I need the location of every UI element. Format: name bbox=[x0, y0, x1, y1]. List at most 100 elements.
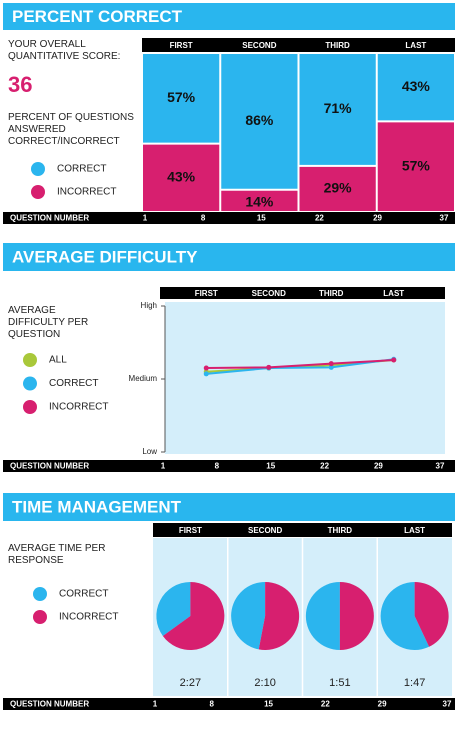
x-tick-label: 1 bbox=[143, 214, 148, 223]
data-label: 43% bbox=[167, 169, 196, 185]
category-label: LAST bbox=[383, 289, 404, 298]
section-subtitle: AVERAGE TIME PER RESPONSE bbox=[8, 543, 106, 566]
pie-slice bbox=[231, 582, 266, 650]
x-tick-label: 22 bbox=[315, 214, 324, 223]
data-label: 57% bbox=[167, 89, 196, 105]
data-label: 86% bbox=[245, 112, 274, 128]
legend-label: CORRECT bbox=[59, 589, 108, 600]
axis-bar bbox=[3, 212, 455, 224]
bar-segment bbox=[221, 54, 298, 189]
bar-segment bbox=[377, 122, 454, 211]
legend-marker bbox=[33, 587, 47, 601]
category-label: THIRD bbox=[325, 41, 350, 50]
legend-marker bbox=[23, 400, 37, 414]
legend-marker bbox=[31, 162, 45, 176]
plot-area bbox=[165, 302, 445, 454]
category-label: THIRD bbox=[328, 526, 353, 535]
line-point bbox=[266, 364, 272, 370]
y-tick-label: Medium bbox=[129, 374, 158, 383]
time-label: 1:51 bbox=[329, 677, 350, 689]
x-tick-label: 15 bbox=[264, 700, 273, 709]
legend-label: INCORRECT bbox=[49, 402, 108, 413]
category-bar bbox=[160, 287, 445, 299]
category-label: FIRST bbox=[170, 41, 193, 50]
line-point bbox=[203, 371, 209, 377]
score: 36 bbox=[8, 72, 32, 97]
x-tick-label: 29 bbox=[373, 214, 382, 223]
section-title: TIME MANAGEMENT bbox=[12, 497, 182, 516]
legend-label: CORRECT bbox=[57, 164, 106, 175]
category-label: LAST bbox=[405, 41, 426, 50]
line-point bbox=[328, 361, 334, 367]
pie-slice bbox=[414, 582, 449, 647]
bar-segment bbox=[143, 144, 220, 211]
x-tick-label: 15 bbox=[257, 214, 266, 223]
axis-bar bbox=[3, 698, 455, 710]
category-label: THIRD bbox=[319, 289, 344, 298]
category-label: LAST bbox=[404, 526, 425, 535]
bar-segment bbox=[221, 190, 298, 211]
section-header bbox=[3, 493, 455, 521]
bar-segment bbox=[377, 54, 454, 121]
category-bar bbox=[153, 523, 452, 537]
legend-marker bbox=[23, 376, 37, 391]
x-tick-label: 37 bbox=[436, 462, 445, 471]
section-header bbox=[3, 243, 455, 271]
x-tick-label: 8 bbox=[210, 700, 215, 709]
x-tick-label: 22 bbox=[320, 462, 329, 471]
section-title: PERCENT CORRECT bbox=[12, 7, 183, 26]
data-label: 57% bbox=[402, 157, 431, 173]
category-label: FIRST bbox=[195, 289, 218, 298]
axis-bar bbox=[3, 460, 455, 472]
category-label: FIRST bbox=[179, 526, 202, 535]
time-label: 2:10 bbox=[254, 677, 275, 689]
x-tick-label: 37 bbox=[443, 700, 452, 709]
x-tick-label: 29 bbox=[378, 700, 387, 709]
category-label: SECOND bbox=[252, 289, 286, 298]
legend-label: INCORRECT bbox=[59, 612, 118, 623]
x-tick-label: 29 bbox=[374, 462, 383, 471]
legend-marker bbox=[23, 353, 37, 367]
legend-label: CORRECT bbox=[49, 378, 98, 389]
bar-segment bbox=[299, 166, 376, 211]
legend-label: ALL bbox=[49, 355, 67, 366]
line-point bbox=[328, 364, 334, 370]
x-tick-label: 8 bbox=[201, 214, 206, 223]
x-axis-label: QUESTION NUMBER bbox=[10, 214, 89, 223]
pie-slice bbox=[156, 582, 191, 636]
bar-segment bbox=[299, 54, 376, 165]
data-label: 29% bbox=[324, 180, 353, 196]
section-header bbox=[3, 3, 455, 30]
section-subtitle: PERCENT OF QUESTIONS ANSWERED CORRECT/IN… bbox=[8, 112, 134, 147]
time-label: 2:27 bbox=[180, 677, 201, 689]
x-tick-label: 1 bbox=[153, 700, 158, 709]
section-subtitle: AVERAGE DIFFICULTY PER QUESTION bbox=[8, 305, 89, 340]
pie-slice bbox=[380, 582, 430, 650]
section-title: AVERAGE DIFFICULTY bbox=[12, 247, 198, 266]
x-tick-label: 8 bbox=[215, 462, 220, 471]
data-label: 14% bbox=[245, 194, 274, 210]
line-point bbox=[391, 357, 397, 363]
legend-marker bbox=[31, 185, 45, 199]
pie-slice bbox=[339, 582, 374, 650]
x-axis-label: QUESTION NUMBER bbox=[10, 700, 89, 709]
x-tick-label: 37 bbox=[440, 214, 449, 223]
y-tick-label: High bbox=[141, 301, 157, 310]
x-axis-label: QUESTION NUMBER bbox=[10, 462, 89, 471]
category-bar bbox=[142, 38, 455, 52]
time-label: 1:47 bbox=[404, 677, 425, 689]
pie-slice bbox=[258, 582, 300, 650]
x-tick-label: 22 bbox=[321, 700, 330, 709]
pie-slice bbox=[305, 582, 340, 650]
x-tick-label: 15 bbox=[266, 462, 275, 471]
category-label: SECOND bbox=[248, 526, 282, 535]
data-label: 71% bbox=[324, 100, 353, 116]
legend-label: INCORRECT bbox=[57, 187, 116, 198]
y-tick-label: Low bbox=[142, 447, 157, 456]
line-point bbox=[203, 365, 209, 371]
data-label: 43% bbox=[402, 78, 431, 94]
legend-marker bbox=[33, 610, 47, 624]
pie-slice bbox=[162, 582, 225, 650]
line bbox=[206, 359, 394, 370]
